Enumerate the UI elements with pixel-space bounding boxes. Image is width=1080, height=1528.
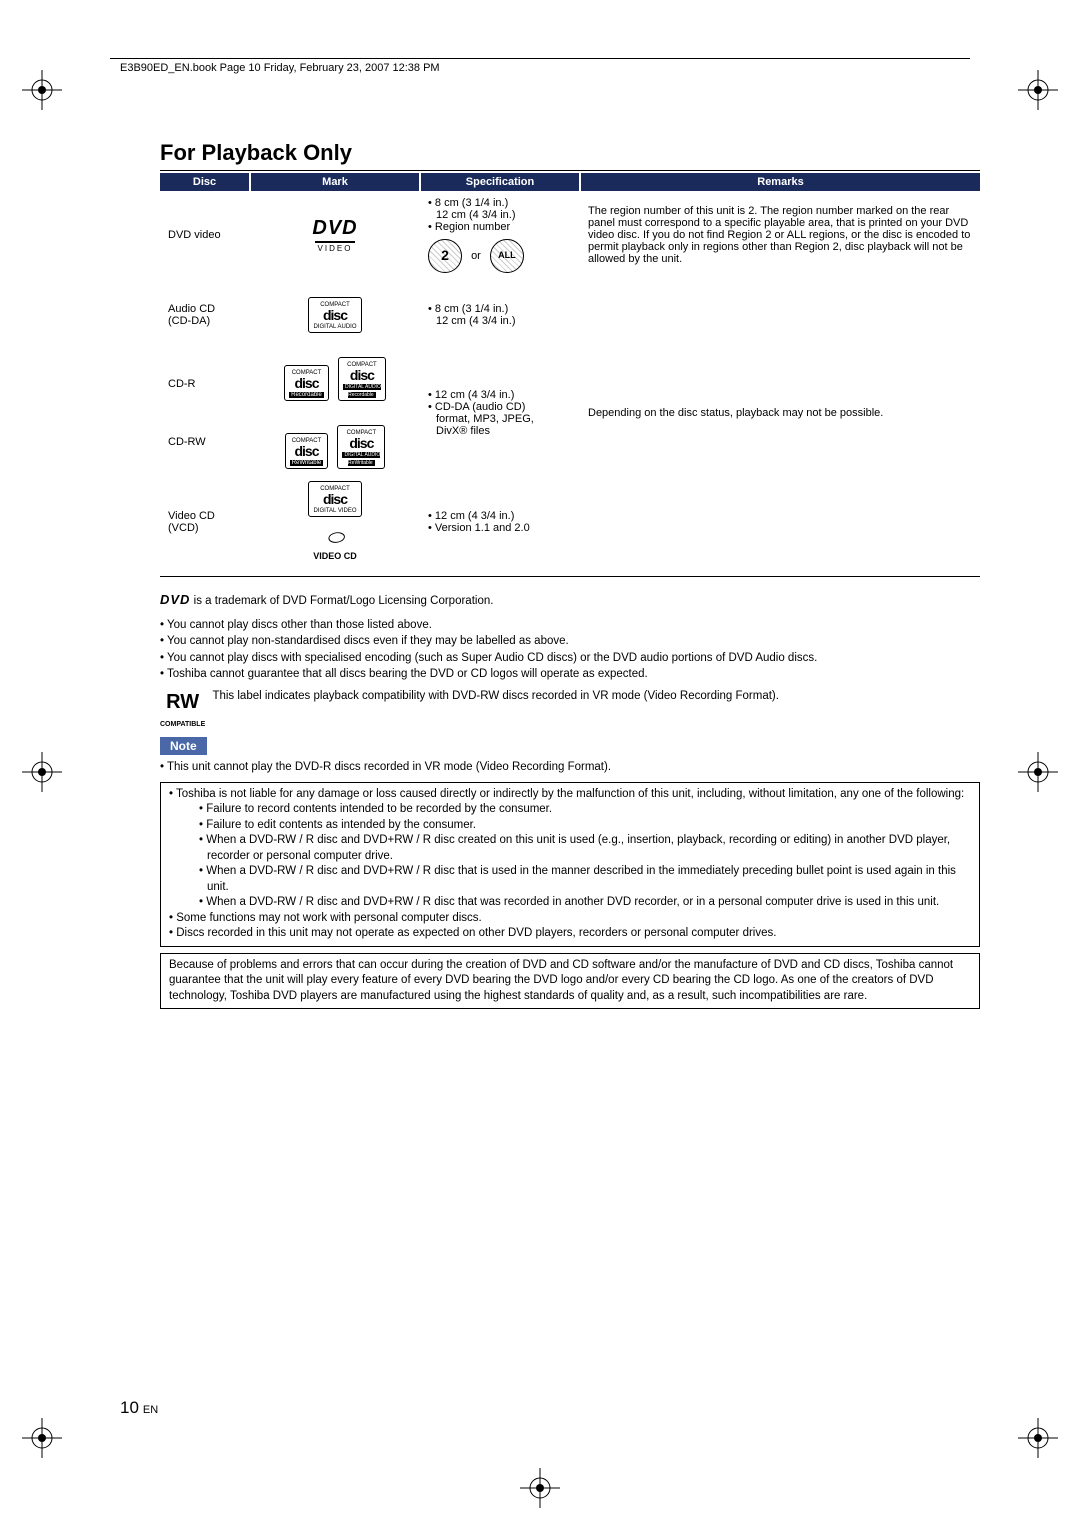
page-number: 10EN xyxy=(120,1398,158,1418)
running-header: E3B90ED_EN.book Page 10 Friday, February… xyxy=(120,62,440,74)
disc-compatibility-table: Disc Mark Specification Remarks DVD vide… xyxy=(160,173,980,568)
crop-mark-bottom-right xyxy=(1018,1418,1058,1458)
th-disc: Disc xyxy=(160,173,250,191)
compact-disc-icon: COMPACTdisc DIGITAL AUDIO xyxy=(308,297,361,333)
table-row: Video CD (VCD) COMPACTdisc DIGITAL VIDEO… xyxy=(160,475,980,568)
crop-mark-mid-left xyxy=(22,752,62,792)
box1-tail: Discs recorded in this unit may not oper… xyxy=(169,926,971,942)
crop-mark-top-left xyxy=(22,70,62,110)
disclaimer-box-2: Because of problems and errors that can … xyxy=(160,953,980,1010)
cd-rw-icon: COMPACTdisc ReWritable xyxy=(285,433,329,469)
th-remarks: Remarks xyxy=(580,173,980,191)
cell-disc: DVD video xyxy=(160,191,250,279)
note-bullet: You cannot play discs with specialised e… xyxy=(160,651,980,667)
table-row: CD-R COMPACTdisc Recordable COMPACTdisc … xyxy=(160,351,980,407)
note-bullet: You cannot play non-standardised discs e… xyxy=(160,634,980,650)
region-all-icon: ALL xyxy=(490,239,524,273)
th-mark: Mark xyxy=(250,173,420,191)
dvd-logo-icon: DVD xyxy=(160,592,190,607)
header-rule xyxy=(110,58,970,59)
cd-rw-digital-audio-icon: COMPACTdisc DIGITAL AUDIO ReWritable xyxy=(337,425,385,469)
cd-r-icon: COMPACTdisc Recordable xyxy=(284,365,329,401)
th-spec: Specification xyxy=(420,173,580,191)
video-cd-logo-icon: ⬭ VIDEO CD xyxy=(258,527,412,562)
cell-spec: • 8 cm (3 1/4 in.) 12 cm (4 3/4 in.) xyxy=(420,279,580,351)
note-bullet: You cannot play discs other than those l… xyxy=(160,618,980,634)
box1-sub: Failure to record contents intended to b… xyxy=(199,802,971,818)
box1-lead: Toshiba is not liable for any damage or … xyxy=(169,787,971,803)
box1-sub: When a DVD-RW / R disc and DVD+RW / R di… xyxy=(199,833,971,864)
crop-mark-mid-right xyxy=(1018,752,1058,792)
crop-mark-top-right xyxy=(1018,70,1058,110)
rw-compatible-text: This label indicates playback compatibil… xyxy=(212,689,962,705)
cell-remarks: The region number of this unit is 2. The… xyxy=(580,191,980,279)
box1-sub: When a DVD-RW / R disc and DVD+RW / R di… xyxy=(199,895,971,911)
table-row: DVD video DVD VIDEO • 8 cm (3 1/4 in.) 1… xyxy=(160,191,980,279)
compact-disc-digital-video-icon: COMPACTdisc DIGITAL VIDEO xyxy=(308,481,361,517)
box1-sub: When a DVD-RW / R disc and DVD+RW / R di… xyxy=(199,864,971,895)
cell-spec: • 12 cm (4 3/4 in.) • Version 1.1 and 2.… xyxy=(420,475,580,568)
cell-disc: CD-RW xyxy=(160,419,250,475)
note-badge: Note xyxy=(160,737,207,755)
cell-mark: COMPACTdisc Recordable COMPACTdisc DIGIT… xyxy=(250,351,420,407)
post-table-notes: DVD is a trademark of DVD Format/Logo Li… xyxy=(160,591,980,731)
cell-disc: CD-R xyxy=(160,351,250,407)
crop-mark-bottom-center xyxy=(520,1468,560,1508)
cell-mark: DVD VIDEO xyxy=(250,191,420,279)
cell-spec: • 12 cm (4 3/4 in.) • CD-DA (audio CD) f… xyxy=(420,351,580,475)
cell-mark: COMPACTdisc DIGITAL AUDIO xyxy=(250,279,420,351)
disclaimer-box-1: Toshiba is not liable for any damage or … xyxy=(160,782,980,947)
table-row: Audio CD (CD-DA) COMPACTdisc DIGITAL AUD… xyxy=(160,279,980,351)
note-line: This unit cannot play the DVD-R discs re… xyxy=(160,760,980,776)
section-title: For Playback Only xyxy=(160,140,980,171)
box1-sub: Failure to edit contents as intended by … xyxy=(199,818,971,834)
cell-disc: Video CD (VCD) xyxy=(160,475,250,568)
cell-remarks: Depending on the disc status, playback m… xyxy=(580,351,980,475)
cell-mark: COMPACTdisc ReWritable COMPACTdisc DIGIT… xyxy=(250,419,420,475)
dvd-trademark-text: is a trademark of DVD Format/Logo Licens… xyxy=(194,595,494,607)
cell-mark: COMPACTdisc DIGITAL VIDEO ⬭ VIDEO CD xyxy=(250,475,420,568)
region-2-icon: 2 xyxy=(428,239,462,273)
crop-mark-bottom-left xyxy=(22,1418,62,1458)
cd-r-digital-audio-icon: COMPACTdisc DIGITAL AUDIO Recordable xyxy=(338,357,386,401)
dvd-video-logo-icon: DVD VIDEO xyxy=(312,217,357,253)
note-bullet: Toshiba cannot guarantee that all discs … xyxy=(160,667,980,683)
box1-tail: Some functions may not work with persona… xyxy=(169,911,971,927)
page-content: For Playback Only Disc Mark Specificatio… xyxy=(160,140,980,1009)
cell-disc: Audio CD (CD-DA) xyxy=(160,279,250,351)
cell-spec: • 8 cm (3 1/4 in.) 12 cm (4 3/4 in.) • R… xyxy=(420,191,580,279)
rw-compatible-logo-icon: RW COMPATIBLE xyxy=(160,689,205,732)
